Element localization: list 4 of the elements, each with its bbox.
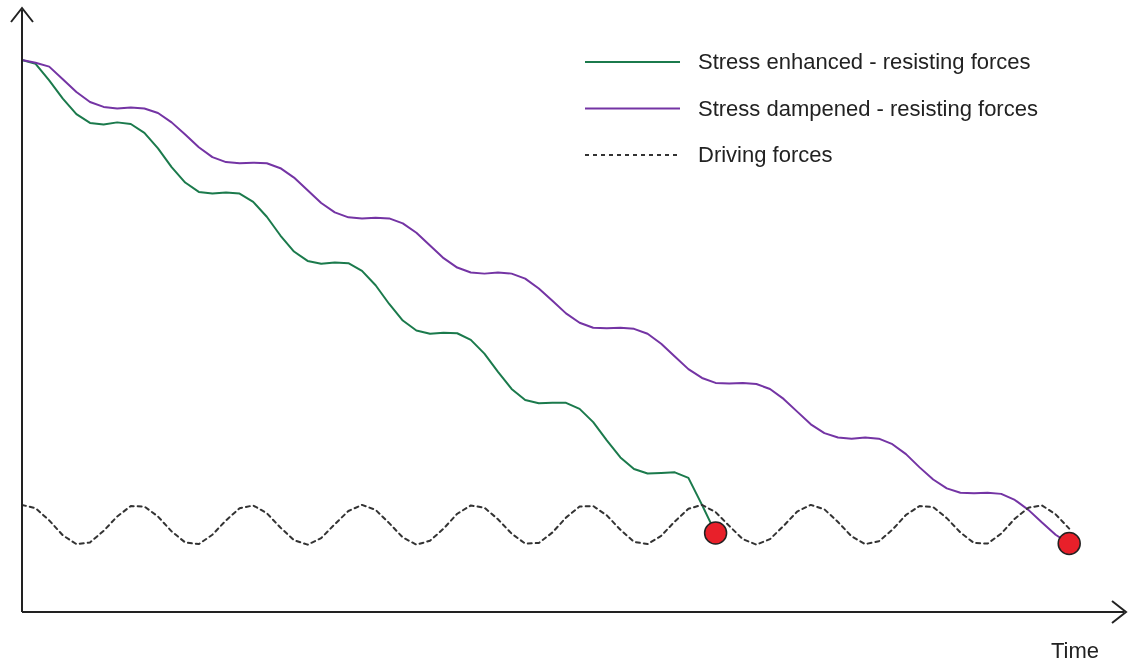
legend-label: Stress dampened - resisting forces <box>698 95 1038 121</box>
legend-label: Stress enhanced - resisting forces <box>698 49 1031 74</box>
legend-label: Driving forces <box>698 142 833 167</box>
x-axis-title: Time <box>1050 638 1100 661</box>
